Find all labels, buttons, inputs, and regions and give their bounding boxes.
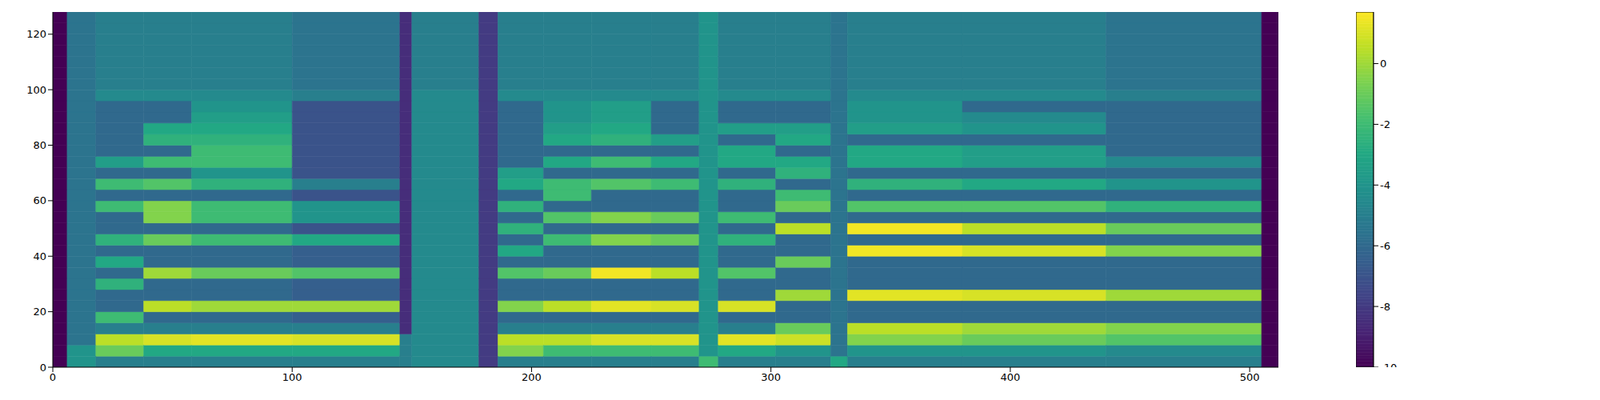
svg-text:20: 20 [32, 305, 47, 318]
svg-text:-10: -10 [1380, 361, 1397, 368]
svg-text:300: 300 [760, 371, 781, 384]
svg-text:100: 100 [282, 371, 303, 384]
svg-text:0: 0 [1380, 57, 1387, 70]
svg-text:40: 40 [32, 250, 47, 263]
svg-text:500: 500 [1240, 371, 1260, 384]
svg-text:80: 80 [32, 139, 47, 152]
svg-text:-2: -2 [1380, 118, 1391, 131]
svg-text:60: 60 [32, 194, 47, 207]
svg-text:0: 0 [49, 371, 56, 384]
svg-text:400: 400 [1000, 371, 1020, 384]
svg-text:120: 120 [26, 28, 47, 40]
svg-text:-4: -4 [1380, 179, 1391, 192]
svg-text:0: 0 [40, 361, 47, 374]
svg-text:200: 200 [521, 371, 542, 384]
svg-text:-8: -8 [1380, 300, 1391, 313]
svg-text:-6: -6 [1380, 240, 1391, 252]
svg-text:100: 100 [26, 84, 47, 96]
